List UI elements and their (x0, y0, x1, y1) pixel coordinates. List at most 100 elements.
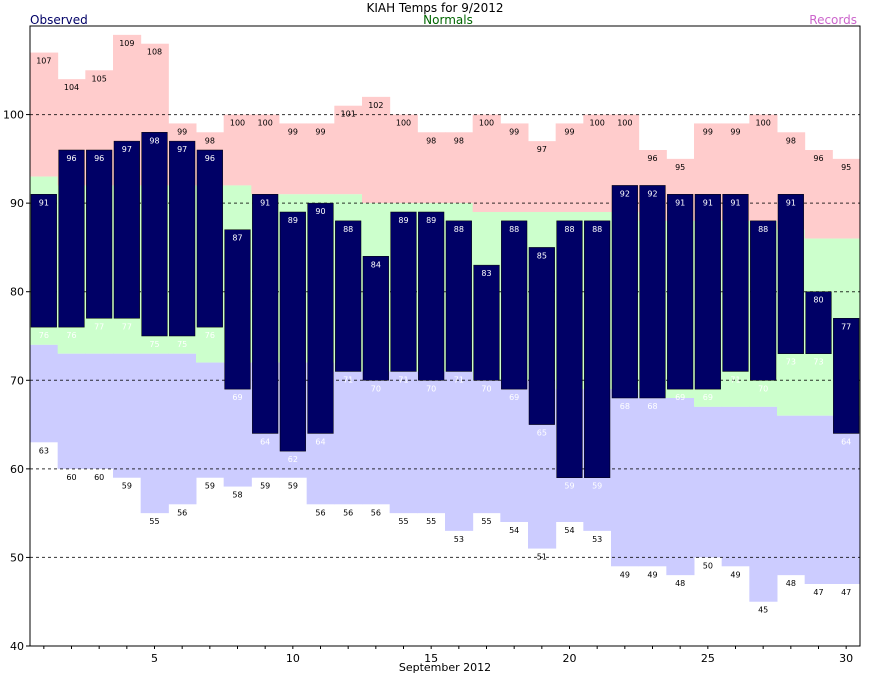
record-high-label: 101 (341, 110, 356, 119)
observed-low-label: 76 (39, 331, 49, 340)
observed-high-label: 80 (813, 296, 823, 305)
observed-bar (307, 202, 334, 434)
record-low-label: 54 (564, 526, 574, 535)
record-high-band (306, 123, 335, 195)
record-high-label: 100 (590, 119, 605, 128)
observed-bar (584, 220, 611, 478)
observed-high-label: 92 (620, 189, 630, 198)
observed-high-label: 91 (703, 198, 713, 207)
record-low-band (417, 371, 446, 514)
record-low-label: 56 (315, 508, 325, 517)
record-high-band (334, 105, 363, 195)
record-high-label: 102 (368, 101, 383, 110)
observed-low-label: 77 (122, 322, 132, 331)
record-low-band (334, 371, 363, 505)
record-high-label: 98 (454, 136, 464, 145)
record-high-label: 100 (617, 119, 632, 128)
record-low-label: 48 (786, 579, 796, 588)
observed-high-label: 91 (730, 198, 740, 207)
observed-high-label: 97 (177, 145, 187, 154)
record-high-label: 99 (288, 127, 298, 136)
record-low-band (140, 353, 169, 514)
y-tick-label: 100 (3, 109, 24, 122)
record-low-band (362, 371, 391, 505)
record-low-label: 50 (703, 561, 713, 570)
observed-low-label: 65 (537, 429, 547, 438)
record-high-label: 107 (36, 57, 51, 66)
record-high-label: 99 (509, 127, 519, 136)
observed-low-label: 71 (398, 375, 408, 384)
observed-low-label: 75 (177, 340, 187, 349)
observed-low-label: 76 (205, 331, 215, 340)
observed-low-label: 75 (149, 340, 159, 349)
observed-bar (833, 318, 860, 434)
record-high-band (528, 141, 557, 212)
observed-bar (473, 264, 500, 381)
record-high-label: 98 (786, 136, 796, 145)
observed-high-label: 88 (343, 225, 353, 234)
record-high-band (583, 114, 612, 212)
record-low-label: 58 (232, 491, 242, 500)
x-tick-label: 15 (424, 652, 438, 665)
record-low-label: 60 (94, 473, 104, 482)
legend-normals: Normals (423, 13, 473, 27)
observed-bar (639, 185, 666, 399)
record-high-band (555, 123, 584, 212)
record-high-label: 100 (258, 119, 273, 128)
observed-bar (224, 229, 251, 390)
observed-bar (390, 211, 417, 372)
observed-high-label: 97 (122, 145, 132, 154)
observed-bar (335, 220, 362, 372)
observed-high-label: 98 (149, 136, 159, 145)
observed-high-label: 91 (260, 198, 270, 207)
record-high-label: 105 (92, 74, 107, 83)
record-low-band (777, 415, 806, 576)
y-tick-label: 60 (10, 463, 24, 476)
observed-high-label: 88 (592, 225, 602, 234)
observed-bar (30, 194, 57, 328)
record-high-band (500, 123, 529, 212)
labels-layer: 107 63 91 76 104 60 96 76 105 60 96 77 109 59 97 77 108 5… (36, 39, 851, 615)
x-tick-label: 20 (563, 652, 577, 665)
observed-low-label: 73 (786, 358, 796, 367)
observed-low-label: 77 (94, 322, 104, 331)
observed-high-label: 96 (94, 154, 104, 163)
record-high-label: 109 (119, 39, 134, 48)
observed-low-label: 71 (454, 375, 464, 384)
record-low-band (57, 353, 86, 469)
observed-bar (777, 194, 804, 354)
observed-bar (169, 140, 196, 337)
observed-low-label: 64 (260, 437, 270, 446)
observed-bar (58, 149, 85, 328)
observed-bar (750, 220, 777, 381)
record-low-band (804, 415, 833, 584)
record-low-label: 47 (841, 588, 851, 597)
record-low-band (694, 406, 723, 558)
record-high-label: 95 (675, 163, 685, 172)
observed-low-label: 64 (841, 437, 851, 446)
observed-low-label: 59 (564, 482, 574, 491)
x-tick-label: 30 (839, 652, 853, 665)
record-high-band (417, 132, 446, 204)
record-high-label: 104 (64, 83, 79, 92)
record-high-label: 98 (205, 136, 215, 145)
observed-bars-layer (30, 132, 860, 478)
observed-high-label: 91 (39, 198, 49, 207)
observed-high-label: 96 (66, 154, 76, 163)
record-high-label: 98 (426, 136, 436, 145)
record-high-label: 96 (813, 154, 823, 163)
y-tick-label: 80 (10, 286, 24, 299)
observed-low-label: 71 (730, 375, 740, 384)
record-low-band (500, 380, 529, 522)
observed-bar (362, 256, 389, 381)
record-high-band (223, 114, 252, 186)
record-low-band (389, 371, 418, 514)
observed-bar (528, 247, 555, 425)
observed-bar (279, 211, 306, 452)
observed-bar (694, 194, 721, 390)
record-low-label: 47 (813, 588, 823, 597)
record-high-label: 108 (147, 48, 162, 57)
observed-low-label: 76 (66, 331, 76, 340)
record-high-label: 99 (177, 127, 187, 136)
